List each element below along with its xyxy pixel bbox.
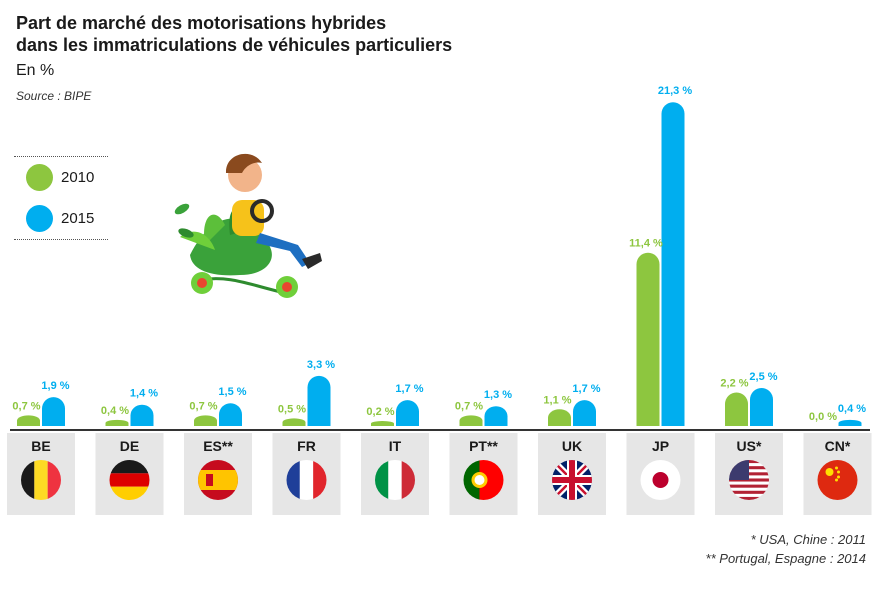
data-label-2015: 1,7 %: [572, 383, 600, 395]
legend-item-2010: 2010: [14, 157, 108, 198]
tick-label: CN*: [825, 438, 851, 454]
legend-label-2015: 2015: [61, 210, 95, 227]
country-panel: [715, 433, 783, 515]
footnote-usa-china: * USA, Chine : 2011: [750, 532, 866, 547]
bar-2010: [548, 409, 571, 426]
data-label-2010: 11,4 %: [629, 238, 663, 250]
data-label-2010: 0,5 %: [278, 403, 306, 415]
data-label-2010: 0,7 %: [455, 400, 483, 412]
country-panel: [272, 433, 341, 515]
chart-title-line1: Part de marché des motorisations hybride…: [16, 13, 387, 33]
tick-label: FR: [297, 438, 316, 454]
country-panel: [95, 433, 164, 515]
bar-2015: [42, 397, 65, 426]
tick-label: IT: [389, 438, 402, 454]
data-label-2015: 1,3 %: [484, 389, 512, 401]
data-label-2015: 1,4 %: [130, 388, 158, 400]
data-label-2010: 0,4 %: [101, 405, 129, 417]
legend-divider: [14, 156, 108, 157]
bar-2015: [838, 419, 862, 426]
germany-flag-icon: [109, 460, 150, 500]
footnotes: * USA, Chine : 2011 ** Portugal, Espagne…: [706, 530, 866, 568]
chart-subtitle: En %: [16, 62, 55, 79]
legend-label-2010: 2010: [61, 169, 95, 186]
tick-label: ES**: [203, 438, 233, 454]
bar-2010: [459, 415, 483, 426]
data-label-2015: 3,3 %: [307, 359, 335, 371]
belgium-flag-icon: [21, 460, 61, 500]
data-label-2010: 2,2 %: [720, 378, 748, 390]
japan-flag-icon: [640, 460, 681, 500]
bar-2010: [636, 252, 660, 426]
bar-2010: [282, 418, 306, 426]
bar-2015: [396, 400, 419, 426]
data-label-2010: 1,1 %: [543, 394, 571, 406]
country-panel: [538, 433, 606, 515]
chart-title-line2: dans les immatriculations de véhicules p…: [16, 35, 453, 55]
tick-label: UK: [562, 438, 582, 454]
bar-2015: [750, 388, 773, 426]
kid-driving-illustration: [174, 153, 322, 298]
chart-title: Part de marché des motorisations hybride…: [16, 12, 452, 56]
spain-flag-icon: [198, 460, 238, 500]
country-panel: [449, 433, 518, 515]
tick-label: BE: [31, 438, 50, 454]
legend-swatch-2010: [26, 164, 53, 191]
portugal-flag-icon: [463, 460, 504, 500]
data-label-2015: 0,4 %: [838, 403, 866, 415]
legend: 2010 2015: [14, 156, 108, 240]
tick-label: DE: [120, 438, 139, 454]
bar-2010: [194, 415, 217, 426]
footnote-portugal-spain: ** Portugal, Espagne : 2014: [705, 551, 866, 566]
bar-2010: [17, 415, 40, 426]
bar-2015: [661, 102, 685, 427]
data-label-2010: 0,7 %: [189, 400, 217, 412]
data-label-2015: 1,5 %: [218, 386, 246, 398]
data-label-2010: 0,0 %: [809, 411, 837, 423]
bar-2015: [573, 400, 596, 426]
bar-2015: [219, 403, 242, 426]
country-panel: [803, 433, 872, 515]
china-flag-icon: [817, 460, 858, 500]
bar-2015: [307, 375, 331, 426]
data-label-2010: 0,2 %: [366, 406, 394, 418]
tick-label: JP: [652, 438, 669, 454]
country-panel: [184, 433, 252, 515]
country-panel: [626, 433, 695, 515]
data-label-2010: 0,7 %: [12, 400, 40, 412]
data-label-2015: 1,9 %: [41, 380, 69, 392]
italy-flag-icon: [375, 460, 415, 500]
bar-2010: [725, 392, 748, 426]
bar-2015: [130, 404, 154, 426]
country-panel: [7, 433, 75, 515]
legend-divider: [14, 239, 108, 240]
legend-swatch-2015: [26, 205, 53, 232]
country-panel: [361, 433, 429, 515]
data-label-2015: 21,3 %: [658, 85, 692, 97]
uk-flag-icon: [552, 460, 592, 500]
legend-item-2015: 2015: [14, 198, 108, 239]
chart-source: Source : BIPE: [16, 89, 92, 103]
data-label-2015: 1,7 %: [395, 383, 423, 395]
tick-label: PT**: [469, 438, 498, 454]
bar-2010: [371, 421, 394, 426]
bar-2010: [105, 419, 129, 426]
tick-label: US*: [737, 438, 762, 454]
france-flag-icon: [286, 460, 327, 500]
data-label-2015: 2,5 %: [749, 371, 777, 383]
bar-2015: [484, 406, 508, 426]
usa-flag-icon: [729, 460, 769, 500]
